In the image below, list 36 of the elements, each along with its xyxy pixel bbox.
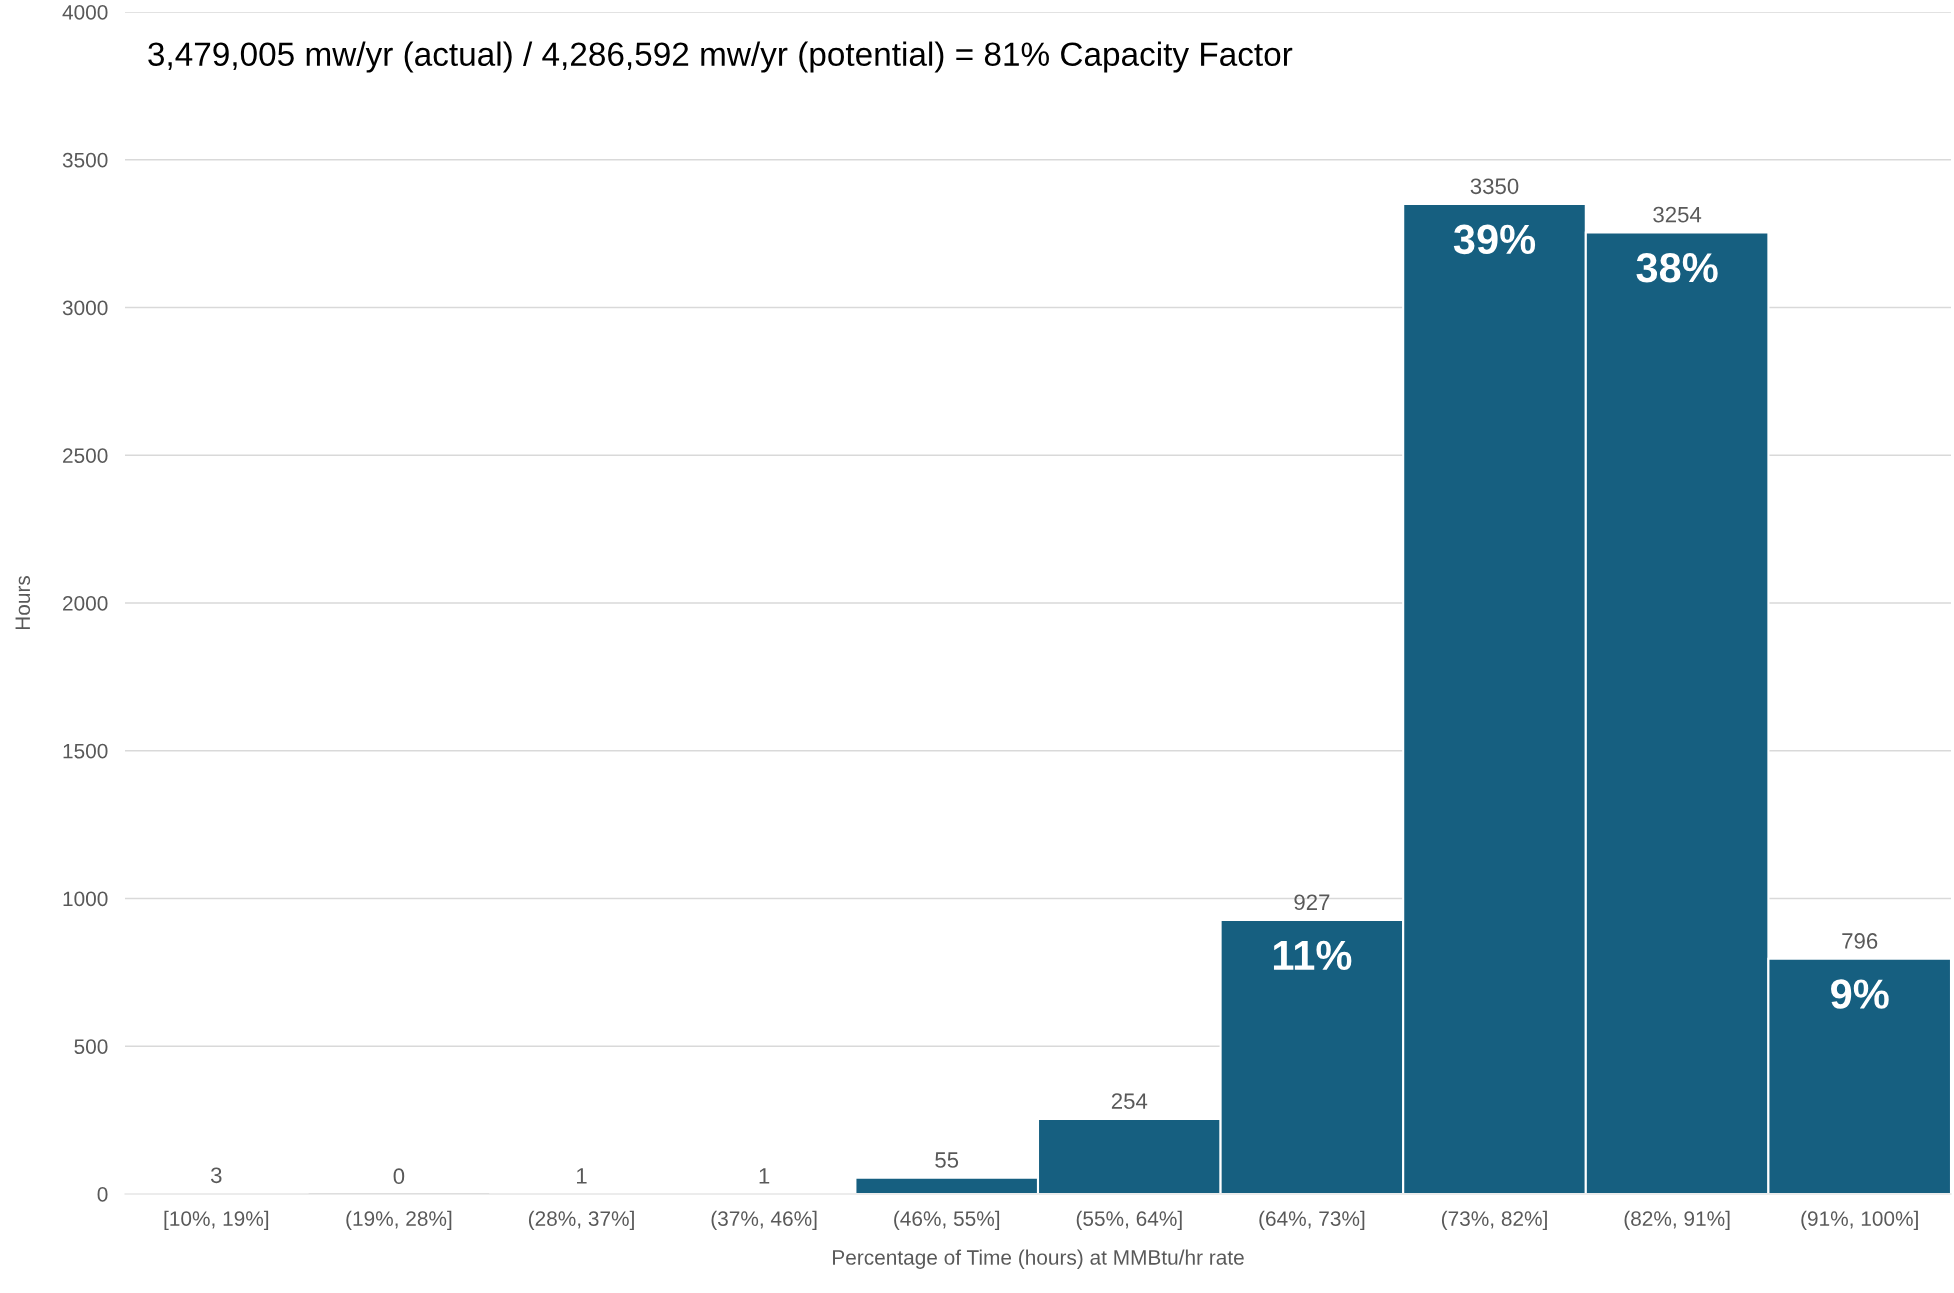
data-label: 796 xyxy=(1842,933,1878,949)
data-label: 1 xyxy=(759,1168,770,1184)
y-tick-label: 0 xyxy=(97,1187,108,1202)
data-label: 3 xyxy=(210,1167,222,1184)
y-tick-label: 3500 xyxy=(62,152,108,168)
x-axis-title: Percentage of Time (hours) at MMBtu/hr rate xyxy=(833,1249,1244,1269)
data-label: 55 xyxy=(935,1152,959,1168)
x-tick-label: (82%, 91%] xyxy=(1624,1210,1730,1231)
data-label: 0 xyxy=(393,1168,405,1185)
annotation: 11% xyxy=(1273,940,1352,971)
y-tick-label: 1500 xyxy=(63,743,108,759)
data-label: 3254 xyxy=(1653,206,1702,223)
annotation: 39% xyxy=(1453,224,1536,255)
x-tick-label: (37%, 46%] xyxy=(711,1210,817,1231)
x-tick-label: (55%, 64%] xyxy=(1076,1210,1182,1231)
x-tick-label: [10%, 19%] xyxy=(164,1210,269,1231)
x-tick-label: (73%, 82%] xyxy=(1441,1210,1547,1231)
y-tick-label: 3000 xyxy=(62,300,108,316)
x-tick-label: (46%, 55%] xyxy=(894,1210,1000,1231)
annotation: 38% xyxy=(1636,252,1718,283)
y-axis-title: Hours xyxy=(15,575,31,630)
data-label: 3350 xyxy=(1470,178,1519,195)
y-tick-label: 2500 xyxy=(63,448,108,463)
y-tick-label: 1000 xyxy=(63,891,108,907)
x-tick-label: (19%, 28%] xyxy=(346,1210,452,1231)
y-tick-label: 4000 xyxy=(62,5,108,20)
annotation: 9% xyxy=(1831,979,1889,1009)
data-label: 927 xyxy=(1294,894,1330,911)
x-tick-label: (91%, 100%] xyxy=(1801,1210,1918,1231)
x-tick-label: (64%, 73%] xyxy=(1259,1210,1365,1231)
y-tick-label: 2000 xyxy=(63,596,108,611)
y-tick-label: 500 xyxy=(74,1039,108,1054)
text: 3,479,005 mw/yr (actual) / 4,286,592 mw/yr (potential) = 81% Capacity Factor xyxy=(148,41,1293,73)
data-label: 254 xyxy=(1111,1093,1148,1109)
x-tick-label: (28%, 37%] xyxy=(528,1210,634,1231)
data-label: 1 xyxy=(577,1168,587,1184)
